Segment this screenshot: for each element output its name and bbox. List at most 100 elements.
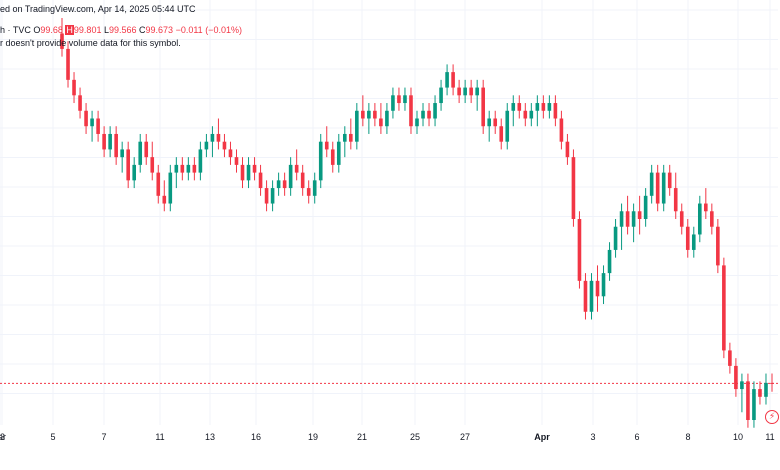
published-text: ed on TradingView.com, Apr 14, 2025 05:4… bbox=[0, 4, 196, 14]
candle-body bbox=[475, 87, 479, 96]
candle-body bbox=[300, 172, 305, 189]
candle-body bbox=[505, 110, 510, 142]
candle-body bbox=[625, 211, 630, 227]
candle-body bbox=[493, 118, 498, 127]
candle-body bbox=[120, 149, 124, 158]
candle-body bbox=[234, 157, 239, 165]
candle-body bbox=[481, 87, 485, 127]
lightning-icon[interactable]: ⚡ bbox=[765, 410, 779, 424]
x-tick-label: 25 bbox=[410, 432, 420, 442]
x-tick-label: ar bbox=[0, 432, 6, 442]
candle-body bbox=[595, 280, 600, 297]
candle-body bbox=[740, 381, 744, 390]
candle-body bbox=[752, 389, 756, 420]
x-tick-label: 21 bbox=[357, 432, 367, 442]
candle-body bbox=[553, 103, 558, 119]
candle-body bbox=[649, 172, 654, 196]
candle-body bbox=[96, 118, 100, 134]
candle-body bbox=[439, 87, 443, 104]
high-value: 99.801 bbox=[73, 25, 102, 35]
candle-body bbox=[397, 95, 401, 104]
candle-body bbox=[270, 188, 275, 204]
candle-body bbox=[312, 180, 317, 196]
candle-body bbox=[547, 103, 552, 111]
candle-body bbox=[421, 110, 425, 119]
candle-body bbox=[132, 164, 137, 181]
candle-body bbox=[349, 133, 353, 142]
candle-body bbox=[673, 188, 678, 212]
candle-body bbox=[499, 126, 504, 142]
candle-body bbox=[589, 280, 594, 312]
candle-body bbox=[282, 180, 287, 189]
chart-grid bbox=[0, 0, 778, 425]
candle-body bbox=[710, 211, 714, 227]
candle-body bbox=[457, 87, 461, 96]
x-tick-label: 8 bbox=[685, 432, 690, 442]
candle-body bbox=[156, 172, 161, 196]
candle-body bbox=[637, 211, 642, 219]
candle-body bbox=[529, 110, 534, 119]
candle-body bbox=[511, 103, 516, 111]
candle-body bbox=[734, 365, 738, 390]
candle-body bbox=[168, 172, 173, 204]
candle-body bbox=[643, 195, 648, 219]
candle-body bbox=[685, 226, 690, 250]
x-tick-label: 13 bbox=[0, 432, 5, 442]
candle-body bbox=[330, 149, 335, 165]
candle-body bbox=[162, 195, 167, 204]
candle-body bbox=[258, 172, 263, 189]
candle-body bbox=[451, 72, 455, 88]
candle-body bbox=[691, 234, 696, 250]
high-label: H bbox=[65, 25, 74, 35]
candle-body bbox=[222, 141, 227, 150]
candle-body bbox=[541, 103, 546, 111]
candle-body bbox=[391, 95, 395, 111]
candle-body bbox=[342, 133, 347, 142]
x-tick-label: 11 bbox=[765, 432, 774, 442]
candle-body bbox=[306, 188, 311, 196]
candle-body bbox=[102, 133, 106, 150]
candle-body bbox=[72, 79, 76, 96]
x-tick-label: 13 bbox=[205, 432, 215, 442]
candle-body bbox=[728, 350, 732, 366]
candle-body bbox=[487, 118, 492, 127]
candle-body bbox=[180, 164, 185, 173]
candle-body bbox=[571, 157, 576, 219]
candle-body bbox=[613, 226, 618, 250]
close-value: 99.673 bbox=[145, 25, 174, 35]
x-tick-label: 7 bbox=[101, 432, 106, 442]
candle-body bbox=[415, 118, 419, 127]
candle-body bbox=[126, 149, 130, 181]
candle-body bbox=[409, 95, 413, 127]
symbol-name: h · TVC bbox=[0, 25, 31, 35]
candle-body bbox=[144, 141, 149, 158]
candle-body bbox=[228, 149, 233, 158]
symbol-legend[interactable]: h · TVC O99.68 H99.801 L99.566 C99.673 −… bbox=[0, 25, 242, 35]
candle-body bbox=[288, 164, 293, 189]
candle-body bbox=[318, 141, 323, 181]
low-label: L bbox=[103, 25, 109, 35]
x-axis: ar 5 7 11 13 16 19 21 25 27 Apr 3 6 8 10 11 13 bbox=[0, 432, 775, 442]
candle-body bbox=[535, 103, 540, 111]
volume-note-text: r doesn't provide volume data for this s… bbox=[0, 38, 181, 48]
candle-body bbox=[367, 110, 371, 119]
open-label: O bbox=[33, 25, 41, 35]
candle-body bbox=[704, 203, 708, 212]
candle-body bbox=[758, 389, 762, 397]
candle-body bbox=[722, 265, 726, 351]
candle-body bbox=[198, 149, 203, 173]
candle-body bbox=[385, 110, 389, 127]
x-tick-label: 27 bbox=[460, 432, 470, 442]
candle-body bbox=[403, 95, 407, 104]
candle-body bbox=[84, 110, 88, 127]
candle-body bbox=[427, 110, 431, 119]
candle-body bbox=[517, 103, 522, 111]
candle-body bbox=[583, 280, 588, 312]
candle-body bbox=[276, 180, 281, 189]
candle-body bbox=[66, 48, 70, 80]
candle-body bbox=[661, 172, 666, 204]
candle-body bbox=[601, 273, 606, 297]
candle-body bbox=[114, 133, 118, 158]
x-tick-label: 6 bbox=[634, 432, 639, 442]
